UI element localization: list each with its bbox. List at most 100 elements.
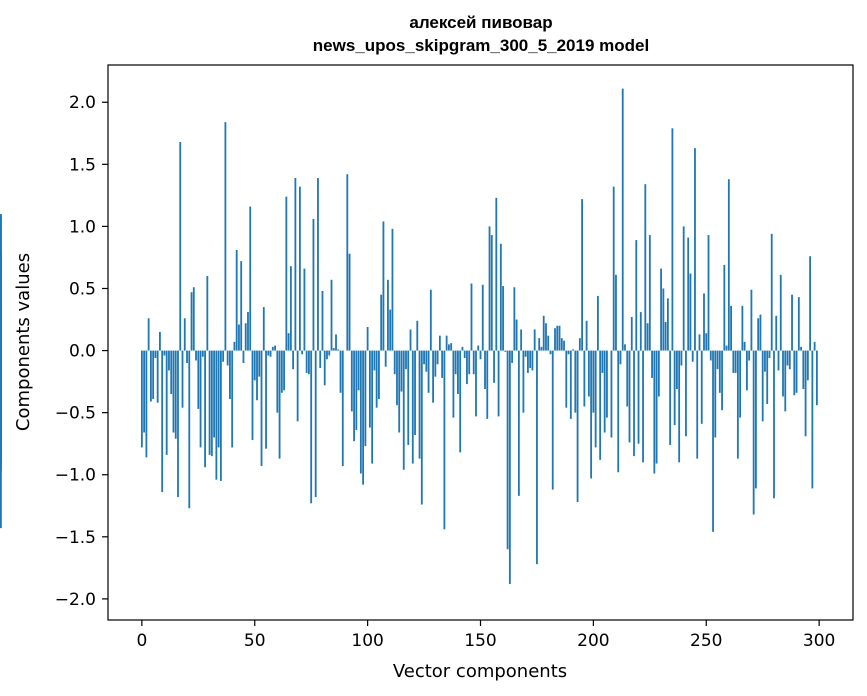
bar-component-218 [633, 350, 635, 457]
bar-component-230 [660, 268, 663, 351]
bar-component-169 [522, 350, 525, 413]
bar-component-undefined [0, 276, 2, 351]
bar-component-68 [294, 177, 297, 351]
bar-component-66 [289, 266, 292, 351]
y-tick-label: 2.0 [69, 93, 96, 113]
bar-component-183 [554, 328, 556, 351]
bar-component-146 [470, 283, 473, 351]
chart-title-line-2: news_upos_skipgram_300_5_2019 model [313, 36, 649, 55]
bar-component-46 [244, 323, 247, 351]
x-tick-label: 0 [136, 631, 147, 651]
bar-component-88 [339, 350, 342, 393]
bar-component-206 [606, 350, 608, 418]
bar-component-110 [389, 309, 392, 351]
bar-component-164 [511, 350, 514, 363]
y-tick-label: 1.5 [69, 155, 96, 175]
bar-component-174 [533, 329, 536, 351]
bar-component-10 [163, 350, 166, 356]
y-tick-label: −1.0 [55, 466, 96, 486]
bar-component-235 [671, 128, 674, 351]
bar-component-187 [563, 340, 565, 351]
bar-component-299 [815, 350, 818, 406]
bar-component-96 [357, 350, 360, 391]
bar-component-45 [242, 350, 245, 363]
bar-component-147 [472, 350, 475, 375]
bar-component-70 [298, 186, 301, 351]
x-tick-label: 250 [690, 631, 722, 651]
bar-component-51 [256, 350, 258, 401]
bar-component-2 [145, 350, 148, 458]
bar-component-17 [179, 141, 182, 351]
bar-component-196 [583, 350, 586, 407]
bar-component-254 [714, 350, 717, 438]
bar-component-73 [305, 350, 308, 373]
bar-component-177 [540, 346, 543, 351]
bar-component-83 [328, 350, 331, 356]
bar-component-198 [587, 350, 590, 397]
bar-component-113 [396, 350, 398, 406]
bar-component-117 [405, 350, 407, 370]
bar-component-215 [626, 350, 629, 407]
bar-component-297 [811, 350, 814, 489]
bar-component-219 [635, 240, 638, 351]
y-tick-label: 1.0 [69, 217, 96, 237]
bar-component-6 [154, 350, 157, 359]
bar-component-60 [276, 350, 279, 413]
bar-component-42 [235, 250, 238, 351]
bar-component-13 [170, 350, 173, 395]
bar-component-57 [269, 350, 272, 357]
bar-component-124 [420, 350, 423, 505]
bar-component-208 [610, 350, 613, 438]
bar-component-256 [718, 350, 721, 393]
bar-component-141 [459, 350, 462, 453]
bar-component-162 [506, 350, 509, 550]
bar-component-38 [226, 350, 229, 366]
bar-component-267 [743, 341, 746, 351]
bar-component-234 [669, 350, 672, 445]
bar-component-260 [727, 179, 730, 351]
bar-component-148 [475, 350, 477, 417]
bar-component-123 [418, 350, 421, 459]
bar-component-142 [461, 346, 464, 351]
bar-component-168 [520, 329, 523, 351]
x-axis-ticks: 0 50 100 150 200 250 300 [136, 620, 835, 651]
bar-component-1 [143, 350, 146, 433]
bar-component-250 [705, 333, 708, 351]
bar-component-163 [508, 350, 511, 584]
bar-component-298 [813, 341, 816, 351]
bar-component-181 [549, 350, 552, 355]
bar-component-106 [380, 294, 383, 351]
bar-component-205 [603, 350, 606, 433]
bar-component-128 [429, 289, 432, 351]
bar-component-158 [497, 350, 500, 417]
bar-component-273 [757, 318, 760, 351]
bar-component-190 [569, 350, 572, 419]
bar-component-44 [240, 261, 243, 351]
bar-component-93 [350, 350, 353, 412]
bar-component-52 [258, 350, 261, 377]
bar-component-115 [400, 350, 403, 392]
bar-component-151 [481, 284, 484, 351]
bar-component-116 [402, 350, 405, 470]
bar-component-290 [795, 350, 798, 393]
bar-component-217 [630, 317, 633, 351]
bar-component-166 [515, 319, 518, 351]
bar-component-226 [651, 350, 653, 378]
bar-component-109 [387, 279, 389, 351]
bar-component-36 [222, 350, 225, 362]
bar-component-152 [484, 350, 486, 390]
bar-component-63 [283, 350, 285, 391]
bar-component-272 [755, 350, 757, 489]
bar-component-171 [527, 350, 529, 373]
bar-component-91 [346, 174, 349, 351]
bar-component-286 [786, 350, 789, 366]
bar-component-160 [502, 286, 504, 351]
bar-component-176 [538, 338, 541, 351]
bar-component-233 [666, 298, 669, 351]
bar-component-71 [301, 350, 304, 355]
bar-component-47 [247, 312, 249, 351]
bar-component-22 [190, 292, 193, 351]
bar-component-159 [499, 243, 502, 351]
bar-component-195 [581, 199, 583, 351]
bar-component-132 [438, 335, 441, 351]
